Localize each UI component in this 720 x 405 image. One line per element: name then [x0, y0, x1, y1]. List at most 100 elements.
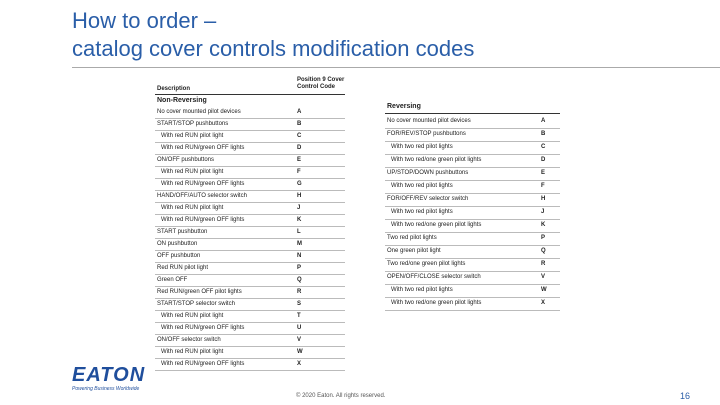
table-row: FOR/OFF/REV selector switch H	[385, 193, 560, 207]
table-row: START/STOP pushbuttons B	[155, 118, 345, 131]
row-description: HAND/OFF/AUTO selector switch	[157, 193, 247, 199]
row-description: Red RUN pilot light	[157, 265, 209, 271]
row-code: T	[297, 313, 301, 319]
row-description: With two red pilot lights	[391, 209, 453, 215]
logo: EATON	[72, 364, 146, 386]
row-code: J	[541, 209, 545, 215]
rule	[155, 94, 345, 95]
row-description: No cover mounted pilot devices	[387, 118, 471, 124]
table-row: Red RUN/green OFF pilot lights R	[155, 286, 345, 299]
row-code: Q	[297, 277, 302, 283]
table-row: ON/OFF selector switch V	[155, 334, 345, 347]
row-description: One green pilot light	[387, 248, 441, 254]
table-row: No cover mounted pilot devices A	[155, 106, 345, 119]
table-row: Two red/one green pilot lights R	[385, 258, 560, 272]
row-description: OFF pushbutton	[157, 253, 201, 259]
table-row: With red RUN/green OFF lights D	[155, 142, 345, 155]
table-row: FOR/REV/STOP pushbuttons B	[385, 128, 560, 142]
row-description: With red RUN pilot light	[161, 169, 224, 175]
table-row: With red RUN pilot light J	[155, 202, 345, 215]
row-code: N	[297, 253, 302, 259]
row-description: Two red/one green pilot lights	[387, 261, 466, 267]
row-code: P	[541, 235, 546, 241]
right-table: Reversing No cover mounted pilot devices…	[385, 100, 560, 311]
table-row: HAND/OFF/AUTO selector switch H	[155, 190, 345, 203]
row-description: START pushbutton	[157, 229, 208, 235]
table-row: START/STOP selector switch S	[155, 298, 345, 311]
table-row: START pushbutton L	[155, 226, 345, 239]
row-description: With two red/one green pilot lights	[391, 157, 482, 163]
column-header: Description	[157, 86, 191, 92]
row-code: Q	[541, 248, 546, 254]
row-description: With red RUN/green OFF lights	[161, 181, 245, 187]
table-row: With red RUN/green OFF lights U	[155, 322, 345, 335]
row-code: H	[297, 193, 302, 199]
table-row: Two red pilot lights P	[385, 232, 560, 246]
table-row: With red RUN/green OFF lights K	[155, 214, 345, 227]
row-code: F	[297, 169, 301, 175]
row-code: W	[297, 349, 303, 355]
row-code: M	[297, 241, 302, 247]
row-code: V	[297, 337, 302, 343]
table-row: ON/OFF pushbuttons E	[155, 154, 345, 167]
row-description: With red RUN pilot light	[161, 133, 224, 139]
row-code: D	[541, 157, 546, 163]
row-description: With two red pilot lights	[391, 287, 453, 293]
table-row: With two red pilot lights W	[385, 284, 560, 298]
table-row: No cover mounted pilot devices A	[385, 115, 560, 129]
table-row: With two red pilot lights C	[385, 141, 560, 155]
row-code: L	[297, 229, 301, 235]
row-description: UP/STOP/DOWN pushbuttons	[387, 170, 469, 176]
row-code: R	[297, 289, 302, 295]
row-code: X	[541, 300, 546, 306]
row-code: C	[541, 144, 546, 150]
table-row: OPEN/OFF/CLOSE selector switch V	[385, 271, 560, 285]
row-description: With red RUN/green OFF lights	[161, 145, 245, 151]
table-row: With red RUN pilot light C	[155, 130, 345, 143]
row-description: No cover mounted pilot devices	[157, 109, 241, 115]
row-code: V	[541, 274, 546, 280]
row-code: E	[297, 157, 302, 163]
row-code: A	[297, 109, 302, 115]
row-description: With two red pilot lights	[391, 144, 453, 150]
section-label: Non-Reversing	[157, 97, 207, 104]
row-code: A	[541, 118, 546, 124]
row-description: Two red pilot lights	[387, 235, 437, 241]
table-row: One green pilot light Q	[385, 245, 560, 259]
row-code: W	[541, 287, 547, 293]
row-description: ON/OFF pushbuttons	[157, 157, 215, 163]
table-row: With two red pilot lights F	[385, 180, 560, 194]
row-code: R	[541, 261, 546, 267]
row-code: S	[297, 301, 302, 307]
table-row: ON pushbutton M	[155, 238, 345, 251]
row-code: E	[541, 170, 546, 176]
table-row: Red RUN pilot light P	[155, 262, 345, 275]
row-code: K	[297, 217, 302, 223]
row-description: With red RUN/green OFF lights	[161, 361, 245, 367]
row-description: With red RUN pilot light	[161, 205, 224, 211]
table-row: With two red pilot lights J	[385, 206, 560, 220]
table-row: OFF pushbutton N	[155, 250, 345, 263]
row-description: START/STOP pushbuttons	[157, 121, 229, 127]
row-description: With red RUN pilot light	[161, 313, 224, 319]
row-description: START/STOP selector switch	[157, 301, 235, 307]
title: How to order –	[72, 8, 217, 33]
row-description: Red RUN/green OFF pilot lights	[157, 289, 242, 295]
row-code: G	[297, 181, 302, 187]
tagline: Powering Business Worldwide	[72, 386, 140, 392]
table-row: With two red/one green pilot lights K	[385, 219, 560, 233]
row-code: B	[297, 121, 302, 127]
table-row: With red RUN/green OFF lights G	[155, 178, 345, 191]
row-description: With red RUN/green OFF lights	[161, 217, 245, 223]
row-code: D	[297, 145, 302, 151]
row-description: OPEN/OFF/CLOSE selector switch	[387, 274, 481, 280]
row-description: With red RUN pilot light	[161, 349, 224, 355]
table-row: With red RUN pilot light W	[155, 346, 345, 359]
table-row: UP/STOP/DOWN pushbuttons E	[385, 167, 560, 181]
rule	[385, 113, 560, 114]
left-table: Description Position 9 Cover Control Cod…	[155, 76, 345, 372]
section-label: Reversing	[387, 103, 421, 110]
rule	[72, 67, 720, 68]
table-row: With red RUN pilot light F	[155, 166, 345, 179]
